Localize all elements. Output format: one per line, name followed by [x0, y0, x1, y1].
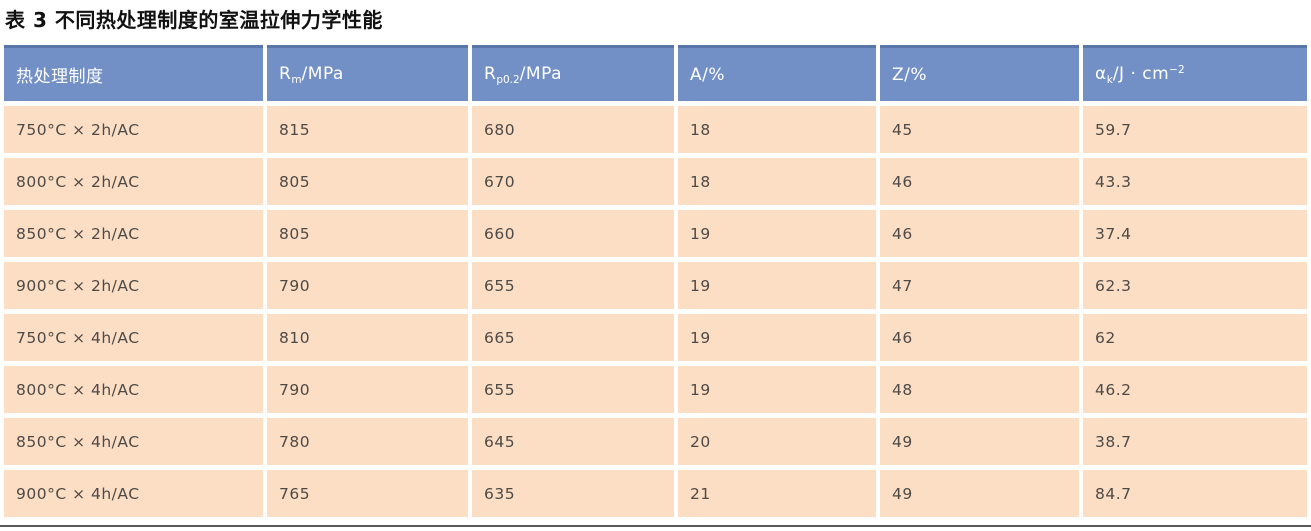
regime-cell: 900°C × 4h/AC — [4, 470, 263, 517]
header-cell-elongation: A/% — [678, 45, 876, 101]
value-cell: 46 — [880, 314, 1079, 361]
header-label: A/% — [690, 64, 726, 85]
regime-cell: 750°C × 4h/AC — [4, 314, 263, 361]
header-label: α — [1095, 63, 1107, 84]
header-label: R — [279, 63, 292, 84]
value-cell: 645 — [472, 418, 674, 465]
regime-cell: 800°C × 2h/AC — [4, 158, 263, 205]
header-label: /MPa — [301, 63, 344, 84]
value-cell: 62 — [1083, 314, 1307, 361]
table-head: 热处理制度 Rm/MPa Rp0.2/MPa A/% Z/% αk/J · cm… — [4, 45, 1307, 101]
value-cell: 19 — [678, 314, 876, 361]
value-cell: 49 — [880, 418, 1079, 465]
regime-cell: 750°C × 2h/AC — [4, 106, 263, 153]
table-title: 表 3 不同热处理制度的室温拉伸力学性能 — [5, 8, 383, 32]
value-cell: 805 — [267, 158, 468, 205]
header-cell-regime: 热处理制度 — [4, 45, 263, 101]
table-row: 750°C × 4h/AC 810 665 19 46 62 — [4, 314, 1307, 361]
table-row: 800°C × 4h/AC 790 655 19 48 46.2 — [4, 366, 1307, 413]
value-cell: 670 — [472, 158, 674, 205]
header-label: /MPa — [519, 63, 562, 84]
table-row: 850°C × 4h/AC 780 645 20 49 38.7 — [4, 418, 1307, 465]
table-body: 750°C × 2h/AC 815 680 18 45 59.7 800°C × 2h/AC… — [4, 106, 1307, 517]
regime-cell: 850°C × 2h/AC — [4, 210, 263, 257]
table-row: 900°C × 2h/AC 790 655 19 47 62.3 — [4, 262, 1307, 309]
value-cell: 20 — [678, 418, 876, 465]
value-cell: 19 — [678, 366, 876, 413]
header-row: 热处理制度 Rm/MPa Rp0.2/MPa A/% Z/% αk/J · cm… — [4, 45, 1307, 101]
value-cell: 655 — [472, 366, 674, 413]
value-cell: 21 — [678, 470, 876, 517]
header-label: 热处理制度 — [16, 67, 104, 87]
value-cell: 765 — [267, 470, 468, 517]
value-cell: 84.7 — [1083, 470, 1307, 517]
value-cell: 810 — [267, 314, 468, 361]
value-cell: 59.7 — [1083, 106, 1307, 153]
value-cell: 62.3 — [1083, 262, 1307, 309]
value-cell: 19 — [678, 210, 876, 257]
value-cell: 46 — [880, 158, 1079, 205]
header-subscript: p0.2 — [496, 73, 520, 86]
header-superscript: −2 — [1169, 63, 1185, 76]
value-cell: 49 — [880, 470, 1079, 517]
value-cell: 805 — [267, 210, 468, 257]
value-cell: 45 — [880, 106, 1079, 153]
value-cell: 46 — [880, 210, 1079, 257]
value-cell: 38.7 — [1083, 418, 1307, 465]
header-cell-rp02: Rp0.2/MPa — [472, 45, 674, 101]
header-subscript: m — [291, 73, 302, 86]
table-row: 800°C × 2h/AC 805 670 18 46 43.3 — [4, 158, 1307, 205]
value-cell: 43.3 — [1083, 158, 1307, 205]
value-cell: 37.4 — [1083, 210, 1307, 257]
bottom-rule — [0, 525, 1311, 527]
regime-cell: 800°C × 4h/AC — [4, 366, 263, 413]
value-cell: 660 — [472, 210, 674, 257]
value-cell: 815 — [267, 106, 468, 153]
table-row: 900°C × 4h/AC 765 635 21 49 84.7 — [4, 470, 1307, 517]
header-label: /J · cm — [1112, 63, 1170, 84]
value-cell: 47 — [880, 262, 1079, 309]
value-cell: 790 — [267, 262, 468, 309]
value-cell: 790 — [267, 366, 468, 413]
header-cell-rm: Rm/MPa — [267, 45, 468, 101]
value-cell: 780 — [267, 418, 468, 465]
regime-cell: 850°C × 4h/AC — [4, 418, 263, 465]
header-cell-reduction: Z/% — [880, 45, 1079, 101]
value-cell: 19 — [678, 262, 876, 309]
value-cell: 18 — [678, 106, 876, 153]
properties-table: 热处理制度 Rm/MPa Rp0.2/MPa A/% Z/% αk/J · cm… — [0, 40, 1311, 522]
regime-cell: 900°C × 2h/AC — [4, 262, 263, 309]
header-label: R — [484, 63, 497, 84]
value-cell: 48 — [880, 366, 1079, 413]
table-row: 850°C × 2h/AC 805 660 19 46 37.4 — [4, 210, 1307, 257]
header-subscript: k — [1106, 73, 1113, 86]
value-cell: 18 — [678, 158, 876, 205]
value-cell: 680 — [472, 106, 674, 153]
value-cell: 46.2 — [1083, 366, 1307, 413]
header-cell-impact: αk/J · cm−2 — [1083, 45, 1307, 101]
header-label: Z/% — [892, 64, 928, 85]
value-cell: 665 — [472, 314, 674, 361]
value-cell: 635 — [472, 470, 674, 517]
value-cell: 655 — [472, 262, 674, 309]
table-row: 750°C × 2h/AC 815 680 18 45 59.7 — [4, 106, 1307, 153]
